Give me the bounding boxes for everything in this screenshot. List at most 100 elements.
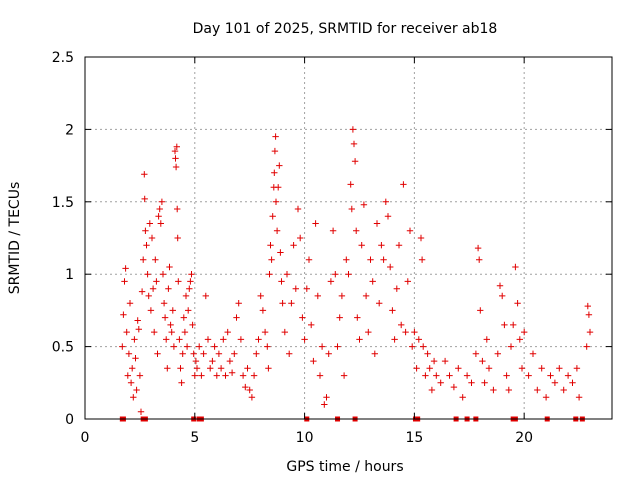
data-point — [586, 328, 594, 336]
plot-frame — [84, 56, 613, 420]
data-point — [275, 184, 282, 191]
data-point — [404, 278, 411, 285]
data-point — [389, 307, 396, 314]
data-point — [255, 336, 262, 343]
data-point — [321, 401, 328, 408]
data-point — [188, 271, 195, 278]
data-point — [387, 263, 394, 271]
data-point — [312, 220, 319, 227]
data-point — [525, 372, 532, 379]
data-point — [413, 365, 420, 372]
data-point — [510, 321, 517, 329]
data-point — [292, 285, 299, 292]
data-point — [424, 350, 431, 357]
data-point — [362, 292, 370, 300]
data-point — [190, 350, 197, 357]
data-point — [237, 336, 245, 343]
data-point — [187, 278, 194, 285]
data-point — [290, 242, 297, 249]
data-point — [154, 350, 161, 357]
data-point — [551, 379, 559, 386]
data-point — [272, 133, 279, 140]
data-point — [356, 336, 363, 343]
x-tick-label: 10 — [296, 430, 314, 446]
data-point — [345, 271, 352, 278]
data-point — [246, 386, 253, 394]
data-point — [204, 336, 212, 343]
data-point — [159, 271, 167, 278]
data-point — [516, 336, 523, 343]
axis-ticks: 0 0.5 1 1.5 2 2.5 0 5 10 15 20 — [52, 50, 612, 446]
data-point — [120, 311, 127, 318]
data-point — [142, 227, 149, 234]
data-point — [155, 213, 162, 220]
data-point — [231, 350, 238, 357]
data-point — [145, 292, 152, 300]
data-point — [417, 234, 425, 242]
y-tick-label: 1 — [65, 267, 74, 283]
data-point — [272, 198, 280, 205]
data-point — [380, 256, 387, 263]
data-point — [584, 302, 591, 310]
data-point — [437, 379, 444, 386]
data-point — [257, 292, 264, 300]
data-points — [119, 126, 594, 415]
data-point — [512, 263, 519, 271]
data-point — [261, 328, 269, 336]
data-point — [318, 343, 326, 350]
data-point — [146, 220, 153, 227]
data-point — [122, 265, 129, 272]
grid-lines — [85, 57, 612, 419]
data-point — [477, 307, 484, 314]
data-point — [158, 198, 166, 205]
data-point — [178, 379, 185, 386]
data-point — [441, 357, 449, 365]
data-point — [169, 307, 176, 314]
data-point — [126, 300, 134, 307]
data-point — [350, 140, 358, 148]
data-point — [301, 336, 308, 343]
data-point — [173, 143, 180, 150]
data-point — [259, 307, 267, 314]
x-axis-label: GPS time / hours — [286, 459, 403, 475]
data-point — [455, 365, 462, 372]
data-point — [171, 147, 179, 155]
data-point — [373, 220, 381, 227]
data-point — [266, 271, 273, 278]
data-point — [138, 288, 146, 295]
y-tick-label: 2.5 — [52, 50, 74, 66]
x-tick-label: 0 — [81, 430, 90, 446]
data-point — [175, 278, 182, 285]
data-point — [400, 181, 407, 188]
x-tick-label: 15 — [405, 430, 423, 446]
data-point — [271, 147, 279, 155]
data-point — [286, 350, 293, 357]
data-point — [182, 292, 190, 300]
data-point — [314, 292, 321, 300]
data-point — [430, 357, 438, 365]
data-point — [334, 343, 341, 350]
data-point — [217, 365, 225, 372]
data-point — [136, 372, 144, 379]
data-point — [124, 372, 131, 379]
data-point — [490, 386, 497, 394]
data-point — [276, 162, 283, 169]
data-point — [310, 357, 317, 365]
data-point — [542, 394, 550, 401]
data-point — [529, 350, 537, 357]
data-point — [351, 158, 359, 165]
data-point — [378, 242, 385, 249]
data-point — [152, 256, 159, 263]
data-point — [501, 321, 508, 329]
data-point — [569, 379, 576, 386]
data-point — [170, 343, 178, 350]
data-point — [472, 350, 480, 357]
data-point — [180, 314, 187, 321]
data-point — [327, 278, 335, 285]
data-point — [353, 227, 360, 234]
data-point — [156, 205, 163, 213]
data-point — [483, 336, 490, 343]
data-point — [279, 300, 286, 307]
data-point — [323, 394, 330, 401]
data-point — [305, 256, 313, 263]
